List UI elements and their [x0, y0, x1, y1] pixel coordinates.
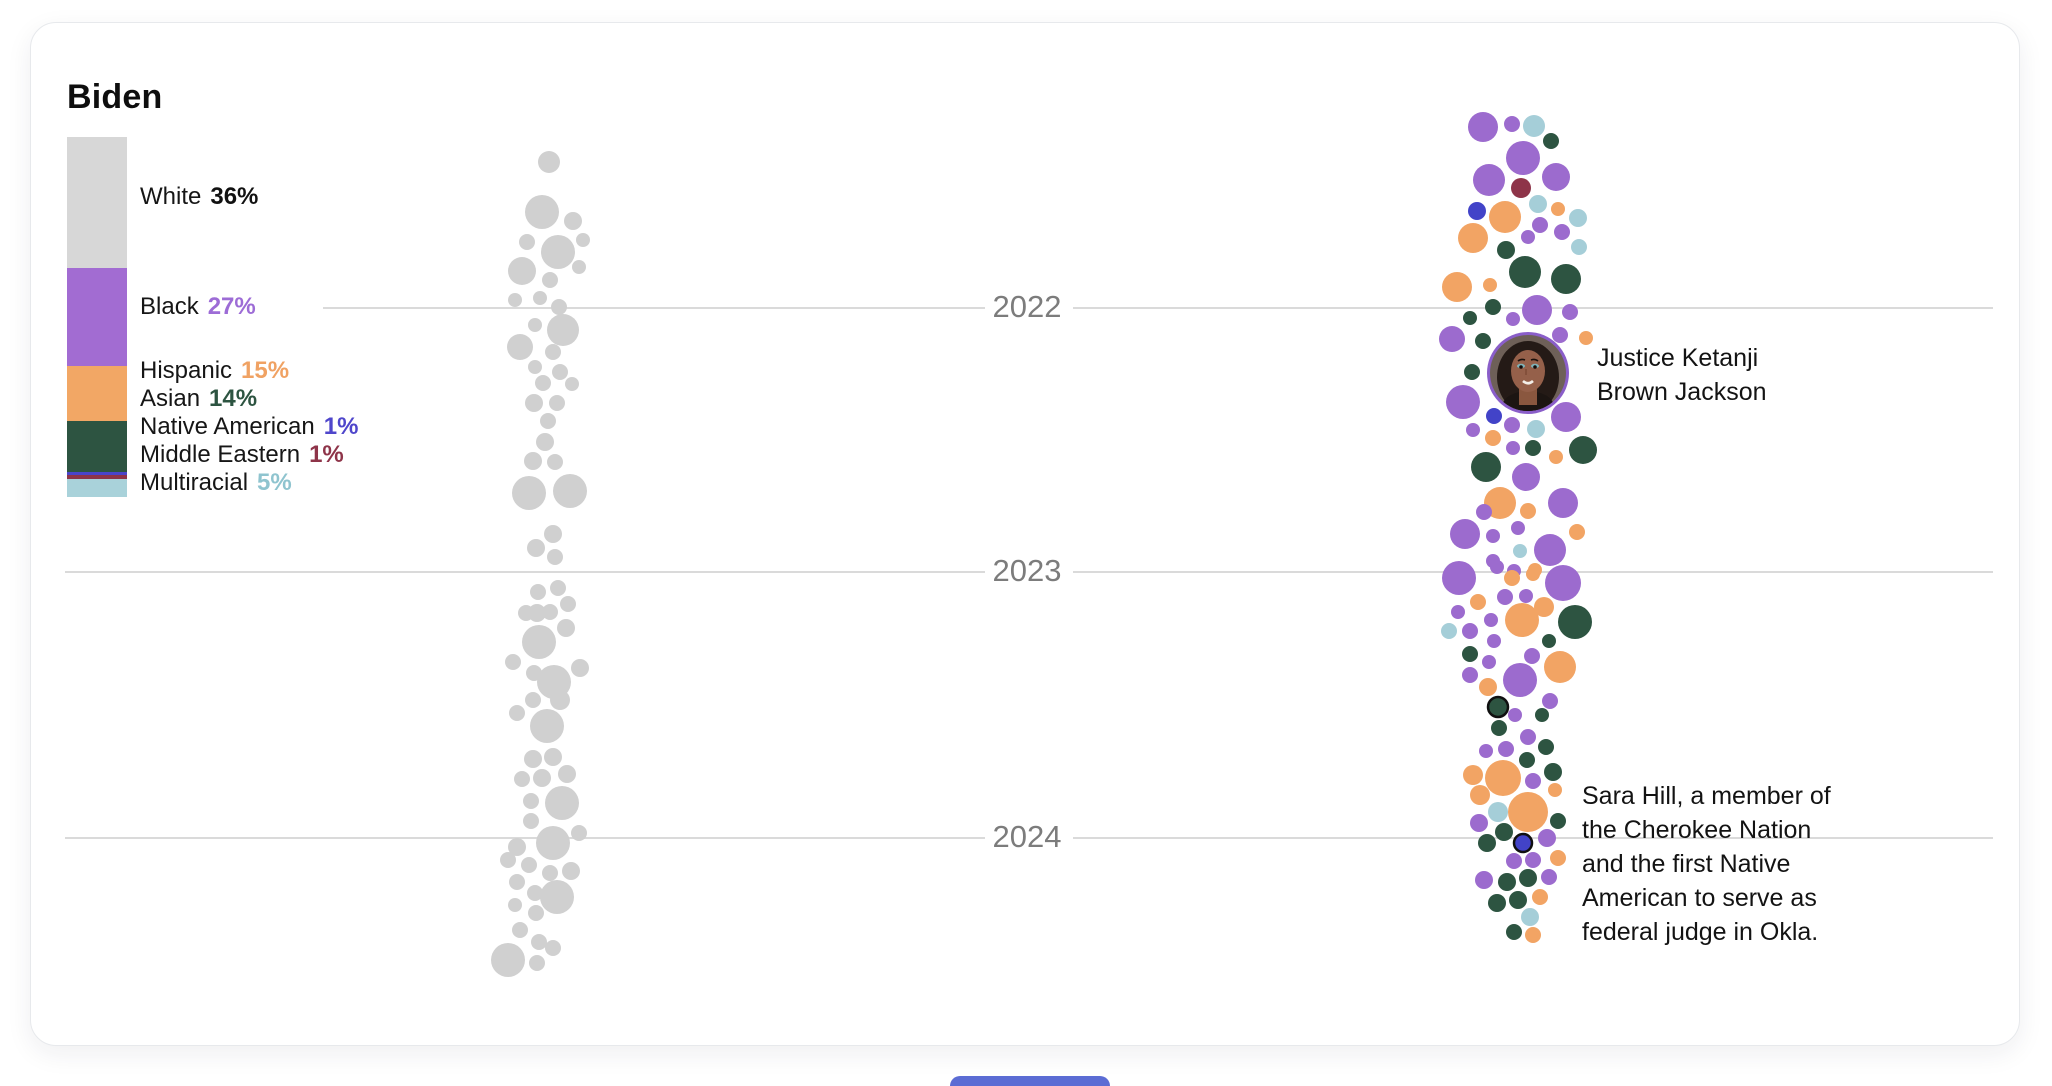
legend-bar-segment-hispanic: [67, 366, 127, 421]
legend-item-white: White 36%: [140, 183, 258, 211]
legend-stacked-bar: [67, 137, 127, 497]
legend-pct: 1%: [309, 441, 344, 468]
legend-label: Asian: [140, 385, 201, 412]
legend-label: White: [140, 183, 202, 210]
year-label-2024: 2024: [992, 819, 1062, 854]
legend-pct: 1%: [323, 413, 359, 440]
legend-item-native-american: Native American 1%: [140, 413, 358, 441]
chart-title: Biden: [67, 78, 163, 116]
legend-label: Native American: [140, 413, 315, 440]
legend-label: Black: [140, 293, 199, 320]
legend-pct: 27%: [207, 293, 256, 320]
legend-pct: 36%: [210, 183, 259, 210]
year-label-2023: 2023: [992, 553, 1062, 588]
annotation-sara-hill: Sara Hill, a member of the Cherokee Nati…: [1582, 782, 1831, 946]
legend-label: Multiracial: [140, 469, 249, 496]
legend-pct: 14%: [209, 385, 258, 412]
legend-bar-segment-multiracial: [67, 478, 127, 497]
legend-bar-segment-asian: [67, 420, 127, 472]
chart-card: [30, 22, 2020, 1046]
legend-bar-segment-black: [67, 267, 127, 367]
year-label-2022: 2022: [992, 289, 1062, 324]
legend-bar-segment-middle-eastern: [67, 475, 127, 479]
legend-label: Middle Eastern: [140, 441, 301, 468]
legend-item-black: Black 27%: [140, 293, 256, 321]
legend-item-hispanic: Hispanic 15%: [140, 357, 289, 385]
legend-item-middle-eastern: Middle Eastern 1%: [140, 441, 344, 469]
legend-pct: 15%: [241, 357, 290, 384]
next-card-peek: [950, 1076, 1110, 1086]
legend-bar-segment-white: [67, 137, 127, 268]
annotation-ketanji-brown-jackson: Justice Ketanji Brown Jackson: [1597, 344, 1767, 406]
ketanji-brown-jackson-photo: [1487, 332, 1569, 414]
legend-pct: 5%: [257, 469, 292, 496]
legend-item-asian: Asian 14%: [140, 385, 257, 413]
avatar-portrait: [1490, 335, 1566, 411]
legend-label: Hispanic: [140, 357, 233, 384]
legend-bar-segment-native-american: [67, 471, 127, 476]
legend-item-multiracial: Multiracial 5%: [140, 469, 292, 497]
